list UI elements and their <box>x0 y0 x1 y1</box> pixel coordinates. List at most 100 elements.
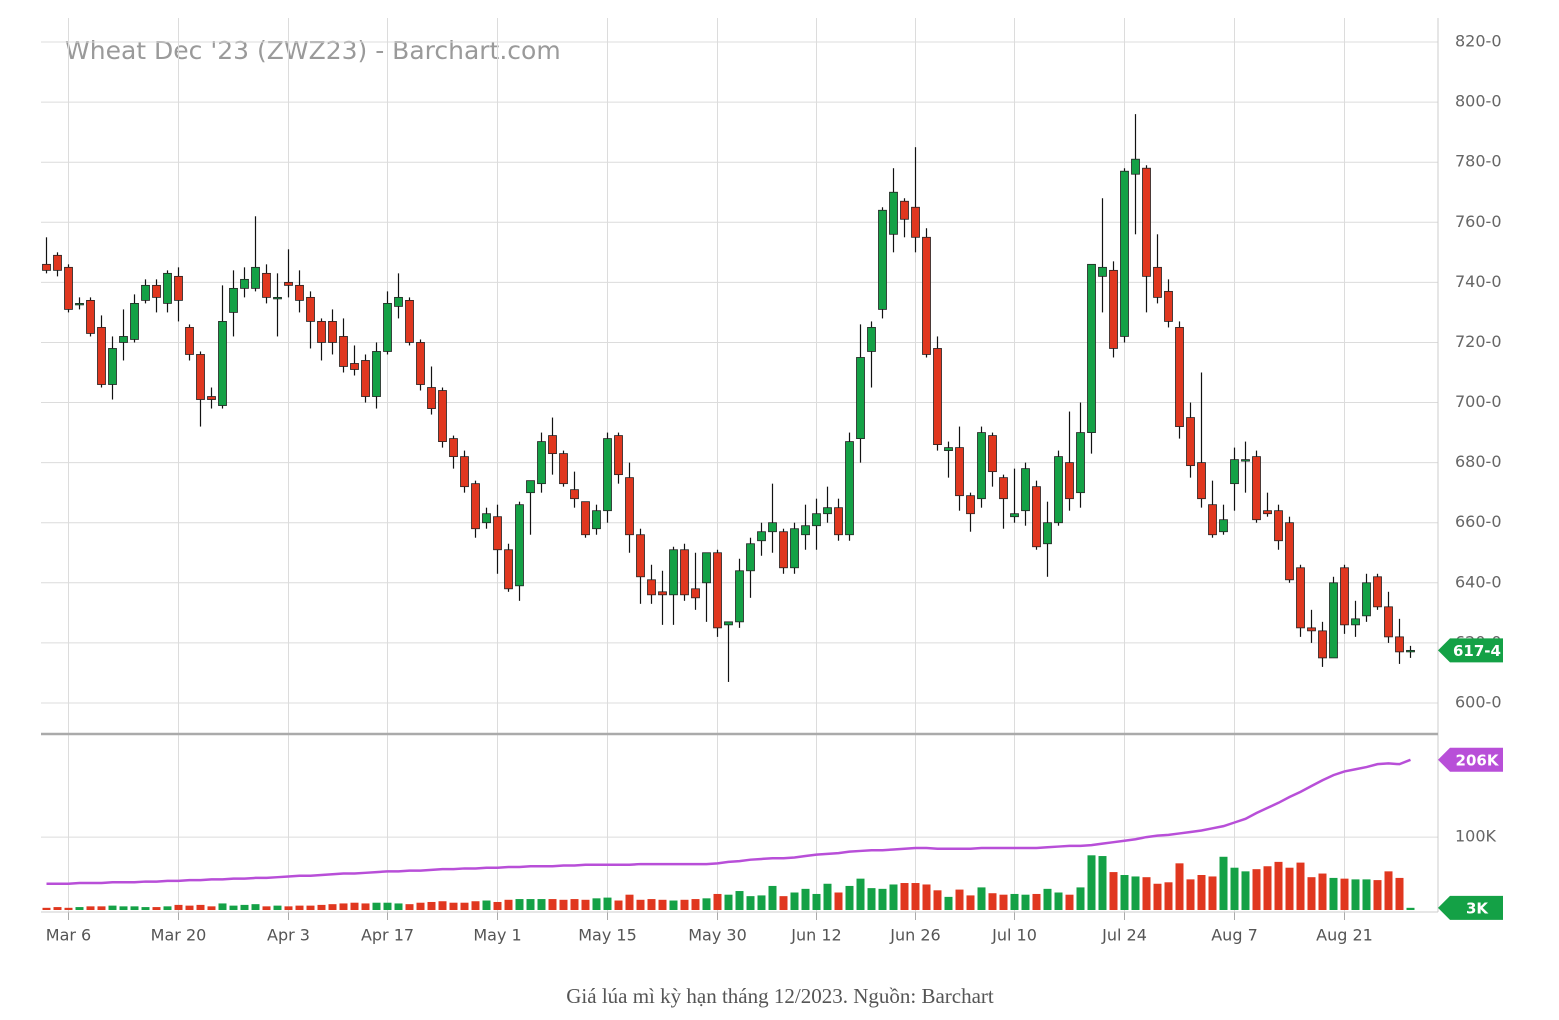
volume-bar <box>1208 876 1217 910</box>
candle-body <box>823 507 832 515</box>
candle-body <box>768 522 777 533</box>
volume-bar <box>1032 893 1041 910</box>
x-tick-label: May 15 <box>578 926 637 945</box>
y-tick-label: 760-0 <box>1455 212 1502 231</box>
candle-body <box>559 453 568 485</box>
y-tick-label: 640-0 <box>1455 572 1502 591</box>
volume-bar <box>1043 888 1052 910</box>
x-tick-label: Mar 6 <box>46 926 91 945</box>
y-tick-label: 680-0 <box>1455 452 1502 471</box>
candle-body <box>1153 266 1162 298</box>
candle-body <box>1065 462 1074 500</box>
y-tick-label: 720-0 <box>1455 332 1502 351</box>
volume-bar <box>251 904 260 910</box>
volume-bar <box>1142 877 1151 910</box>
candle-body <box>328 321 337 343</box>
volume-bar <box>548 899 557 910</box>
volume-bar <box>185 905 194 910</box>
x-tick-label: Aug 21 <box>1316 926 1373 945</box>
volume-bar <box>768 885 777 910</box>
volume-bar <box>988 893 997 910</box>
candle-body <box>1395 636 1404 653</box>
candle-body <box>229 287 238 313</box>
candle-body <box>394 296 403 307</box>
candle-body <box>834 507 843 536</box>
candle-body <box>1318 630 1327 659</box>
candle-body <box>1164 290 1173 322</box>
volume-bar <box>834 892 843 910</box>
volume-bar <box>713 893 722 910</box>
volume-bar <box>449 902 458 910</box>
volume-bar <box>955 889 964 910</box>
volume-bar <box>658 899 667 910</box>
candle-body <box>218 321 227 406</box>
volume-bar <box>702 898 711 910</box>
volume-bar <box>746 896 755 910</box>
candle-body <box>548 435 557 455</box>
candle-body <box>427 387 436 409</box>
candle-body <box>757 531 766 542</box>
candle-body <box>1406 649 1415 653</box>
volume-bar <box>1296 862 1305 910</box>
candle-body <box>614 435 623 476</box>
volume-bar <box>361 903 370 910</box>
candle-body <box>471 483 480 530</box>
volume-bar <box>537 899 546 910</box>
volume-bar <box>130 906 139 910</box>
volume-bar <box>603 897 612 910</box>
candle-body <box>273 296 282 300</box>
volume-bar <box>1351 879 1360 910</box>
y-tick-label: 740-0 <box>1455 272 1502 291</box>
last-value-flag <box>1438 638 1503 663</box>
candle-body <box>1109 269 1118 349</box>
volume-bar <box>1241 871 1250 910</box>
candle-body <box>152 284 161 298</box>
volume-bar <box>823 883 832 910</box>
volume-bar <box>614 900 623 910</box>
candle-body <box>240 278 249 289</box>
volume-bar <box>856 878 865 910</box>
candle-body <box>174 275 183 301</box>
volume-bar <box>1263 866 1272 910</box>
candle-body <box>702 552 711 584</box>
volume-bar <box>636 899 645 910</box>
volume-bar <box>1010 893 1019 910</box>
candle-body <box>1142 167 1151 277</box>
volume-bar <box>625 894 634 910</box>
candle-body <box>636 534 645 578</box>
volume-bar <box>383 902 392 910</box>
volume-bar <box>1318 873 1327 910</box>
candle-body <box>1373 576 1382 608</box>
candle-body <box>1351 618 1360 626</box>
candle-body <box>911 206 920 238</box>
volume-bar <box>515 899 524 910</box>
volume-bar <box>526 899 535 910</box>
volume-bar <box>229 905 238 910</box>
candle-body <box>1263 510 1272 515</box>
volume-bar <box>427 901 436 910</box>
candle-body <box>86 299 95 334</box>
volume-bar <box>163 906 172 910</box>
candle-body <box>867 327 876 352</box>
volume-bar <box>504 899 513 910</box>
volume-bar <box>471 901 480 910</box>
x-tick-label: May 30 <box>688 926 747 945</box>
volume-bar <box>592 898 601 910</box>
candle-body <box>1307 627 1316 632</box>
volume-bar <box>933 890 942 910</box>
volume-bar <box>438 901 447 910</box>
candle-body <box>790 528 799 569</box>
candle-body <box>405 299 414 343</box>
y-tick-label: 600-0 <box>1455 692 1502 711</box>
volume-bar <box>75 907 84 910</box>
volume-bar <box>196 904 205 910</box>
volume-bar <box>966 895 975 910</box>
candle-body <box>647 579 656 596</box>
candle-body <box>515 504 524 587</box>
candle-body <box>130 302 139 340</box>
candle-body <box>570 489 579 500</box>
volume-bar <box>97 906 106 910</box>
volume-bar <box>405 904 414 910</box>
volume-bar <box>867 888 876 910</box>
